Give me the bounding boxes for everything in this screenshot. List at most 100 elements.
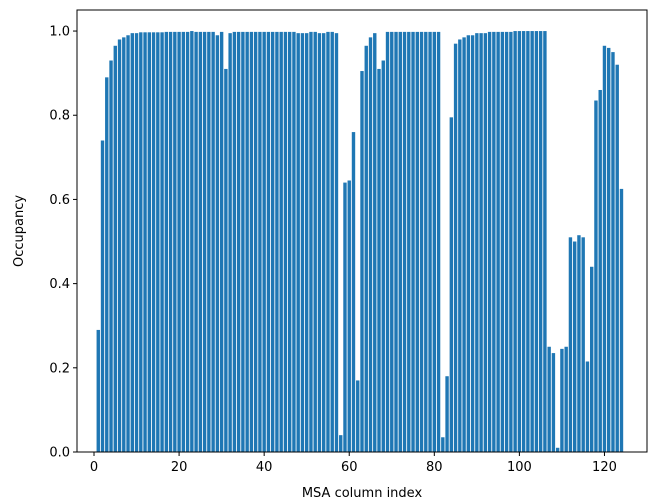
bar xyxy=(594,100,598,452)
bar xyxy=(534,31,539,453)
bar xyxy=(228,33,232,453)
bar xyxy=(390,31,394,452)
bar xyxy=(300,33,305,453)
y-axis-ticks: 0.0 0.2 0.4 0.6 0.8 1.0 xyxy=(49,25,77,461)
bar xyxy=(202,31,207,452)
bar xyxy=(241,31,245,452)
bar xyxy=(394,31,398,452)
bar xyxy=(585,361,590,452)
bar xyxy=(334,33,339,453)
bar xyxy=(509,31,513,452)
bar xyxy=(547,346,551,452)
bar xyxy=(551,353,556,452)
bar xyxy=(513,31,517,453)
bar xyxy=(611,52,615,452)
x-axis-label: MSA column index xyxy=(302,486,423,501)
x-tick-label: 0 xyxy=(90,460,98,475)
plot-frame xyxy=(76,9,648,453)
bar xyxy=(504,31,509,452)
bar xyxy=(424,31,428,452)
bar xyxy=(185,31,190,452)
bar xyxy=(577,235,581,452)
bar xyxy=(428,31,432,452)
bar xyxy=(134,33,139,453)
bar xyxy=(356,380,360,452)
bar xyxy=(151,32,156,453)
bar xyxy=(458,39,462,452)
bar xyxy=(181,31,186,452)
bar xyxy=(377,68,381,453)
bar xyxy=(615,64,619,452)
bar xyxy=(441,437,445,452)
bar xyxy=(177,31,181,452)
bar xyxy=(385,31,390,452)
bar xyxy=(619,188,624,452)
bar xyxy=(270,31,275,452)
bar xyxy=(343,182,347,452)
bar xyxy=(262,31,266,452)
bar xyxy=(462,37,466,453)
bar xyxy=(258,31,262,452)
bar xyxy=(415,31,419,452)
bar xyxy=(275,31,279,452)
y-axis-label: Occupancy xyxy=(12,195,27,267)
x-tick-label: 60 xyxy=(341,460,358,475)
bar xyxy=(224,68,228,453)
bar xyxy=(164,31,169,452)
bar xyxy=(309,31,313,452)
bar xyxy=(398,31,402,452)
bar xyxy=(466,35,471,452)
bar xyxy=(215,35,220,452)
bar xyxy=(156,32,160,453)
bar xyxy=(360,71,364,452)
bar xyxy=(381,60,385,452)
bar xyxy=(496,31,500,452)
bar xyxy=(407,31,411,452)
bar xyxy=(453,43,458,453)
bar xyxy=(236,31,241,452)
bar xyxy=(249,31,254,452)
y-tick-label: 0.2 xyxy=(49,361,70,376)
bar xyxy=(517,31,522,453)
x-tick-label: 120 xyxy=(592,460,617,475)
y-tick-label: 0.4 xyxy=(49,277,70,292)
y-tick-label: 1.0 xyxy=(49,25,70,40)
bar xyxy=(521,31,526,453)
bar xyxy=(292,31,296,452)
bar xyxy=(402,31,407,452)
bar xyxy=(313,31,317,452)
bar xyxy=(305,33,309,453)
bar xyxy=(487,31,492,452)
bar xyxy=(419,31,424,452)
bar xyxy=(607,47,611,452)
bar xyxy=(436,31,441,452)
bar xyxy=(492,31,496,452)
bar xyxy=(598,89,602,452)
bar xyxy=(109,60,113,452)
bar xyxy=(126,35,130,452)
bar xyxy=(117,39,122,452)
bar xyxy=(543,31,547,453)
bar xyxy=(130,33,134,453)
bar xyxy=(475,33,479,453)
bar xyxy=(122,37,126,453)
bar xyxy=(317,33,322,453)
bar xyxy=(266,31,271,452)
x-tick-label: 40 xyxy=(256,460,273,475)
bar xyxy=(483,33,488,453)
bar xyxy=(581,237,585,452)
bar xyxy=(479,33,483,453)
bar xyxy=(100,140,105,452)
bar xyxy=(139,32,143,453)
bar xyxy=(245,31,249,452)
x-axis-ticks: 0 20 40 60 80 100 120 xyxy=(90,452,617,475)
bar xyxy=(526,31,530,453)
y-tick-label: 0.6 xyxy=(49,193,70,208)
bar xyxy=(113,45,117,452)
bar xyxy=(326,31,330,452)
x-tick-label: 100 xyxy=(507,460,532,475)
bar xyxy=(364,45,368,452)
bar xyxy=(190,31,194,453)
bar xyxy=(219,31,224,452)
